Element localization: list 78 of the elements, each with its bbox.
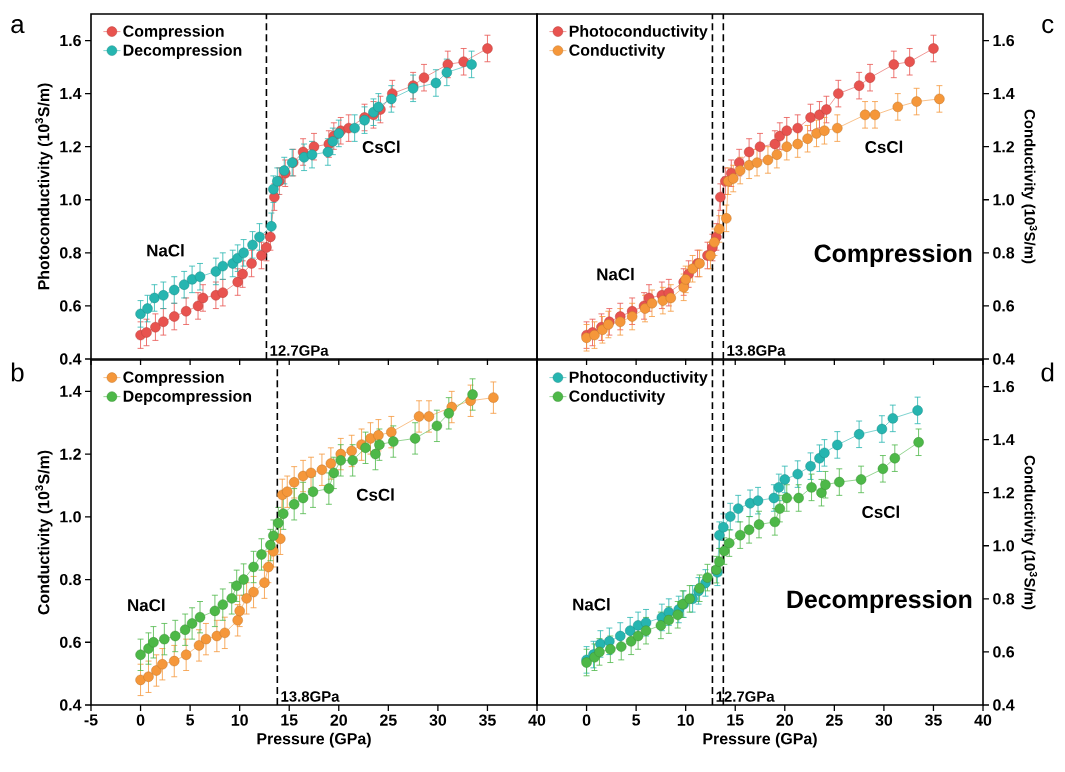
- legend-label: Compression: [123, 371, 224, 386]
- y-axis-title: Photoconductivity (10$^{3}$S/m): [35, 83, 53, 290]
- x-tick-label: 35: [924, 714, 942, 726]
- y2-tick-label: 0.4: [993, 699, 1015, 711]
- y-tick-label: 0.6: [59, 636, 81, 648]
- text: b: [11, 362, 24, 382]
- y2-axis-title: Conductivity (10$^{3}$S/m): [1021, 455, 1038, 610]
- annotation: NaCl: [147, 244, 184, 257]
- x-tick-label: 10: [677, 714, 694, 726]
- y2-tick-label: 1.4: [993, 88, 1015, 100]
- annotation: CsCl: [865, 140, 903, 154]
- legend-label: Conductivity: [569, 44, 666, 59]
- ref-line-label: 13.8GPa: [281, 691, 340, 702]
- y2-tick-label: 0.6: [993, 646, 1015, 658]
- y-tick-label: 0.6: [59, 300, 81, 312]
- y-tick-label: 1.2: [60, 141, 81, 153]
- x-axis-title: Pressure (GPa): [703, 732, 817, 748]
- y2-tick-label: 0.8: [993, 593, 1015, 605]
- annotation: CsCl: [862, 505, 899, 519]
- y-axis-title: Conductivity (10$^{3}$S/m): [35, 450, 53, 615]
- annotation: NaCl: [573, 598, 610, 611]
- y2-tick-label: 0.8: [993, 247, 1015, 259]
- y2-tick-label: 0.6: [993, 300, 1015, 312]
- x-tick-label: 0: [136, 714, 145, 726]
- x-tick-label: 30: [875, 714, 893, 726]
- legend-label: Photoconductivity: [569, 25, 708, 40]
- y2-axis-title: Conductivity (10$^{3}$S/m): [1021, 109, 1038, 264]
- y2-tick-label: 1.0: [993, 540, 1015, 552]
- y-tick-label: 1.0: [60, 194, 81, 206]
- x-tick-label: 0: [582, 714, 591, 726]
- x-tick-label: 20: [330, 714, 347, 726]
- x-tick-label: 5: [186, 714, 195, 726]
- x-tick-label: 25: [826, 714, 843, 726]
- annotation: Compression: [814, 243, 972, 268]
- text: a: [11, 18, 25, 34]
- y2-tick-label: 1.4: [993, 434, 1015, 446]
- legend-label: Depcompression: [123, 390, 252, 405]
- ref-line-label: 12.7GPa: [270, 345, 329, 356]
- legend-label: Decompression: [123, 44, 242, 59]
- y-tick-label: 0.4: [59, 699, 82, 711]
- x-tick-label: 35: [478, 714, 496, 726]
- annotation: NaCl: [128, 598, 165, 612]
- annotation: Decompression: [787, 589, 972, 614]
- y-tick-label: 0.8: [59, 573, 82, 586]
- y-tick-label: 1.0: [60, 511, 81, 523]
- annotation: CsCl: [362, 140, 400, 154]
- x-tick-label: -5: [84, 714, 98, 726]
- ref-line-label: 13.8GPa: [727, 345, 786, 356]
- legend-label: Conductivity: [569, 390, 666, 405]
- y-tick-label: 1.4: [60, 385, 82, 397]
- x-tick-label: 15: [727, 714, 744, 726]
- legend-label: Photoconductivity: [569, 371, 708, 386]
- x-axis-title: Pressure (GPa): [257, 732, 371, 748]
- y-tick-label: 1.6: [60, 34, 81, 47]
- y2-tick-label: 1.0: [993, 194, 1015, 206]
- text: d: [1041, 362, 1054, 382]
- y-tick-label: 0.4: [59, 353, 82, 365]
- ref-line-label: 12.7GPa: [716, 691, 775, 702]
- legend-label: Compression: [123, 25, 224, 40]
- x-tick-label: 10: [231, 714, 248, 726]
- x-tick-label: 30: [429, 714, 447, 726]
- y2-tick-label: 1.2: [993, 487, 1015, 499]
- y2-tick-label: 1.2: [993, 141, 1015, 153]
- x-tick-label: 40: [528, 714, 546, 726]
- x-tick-label: 5: [632, 714, 641, 726]
- text: c: [1042, 18, 1054, 34]
- y2-tick-label: 1.6: [993, 34, 1015, 47]
- y-tick-label: 0.8: [59, 247, 82, 259]
- y-tick-label: 1.2: [60, 448, 81, 460]
- y2-tick-label: 0.4: [993, 353, 1015, 365]
- annotation: NaCl: [597, 267, 634, 281]
- x-tick-label: 40: [974, 714, 992, 726]
- x-tick-label: 25: [380, 714, 397, 726]
- y2-tick-label: 1.6: [993, 380, 1015, 393]
- y-tick-label: 1.4: [60, 88, 82, 100]
- x-tick-label: 20: [776, 714, 793, 726]
- annotation: CsCl: [356, 488, 394, 501]
- x-tick-label: 15: [281, 714, 298, 726]
